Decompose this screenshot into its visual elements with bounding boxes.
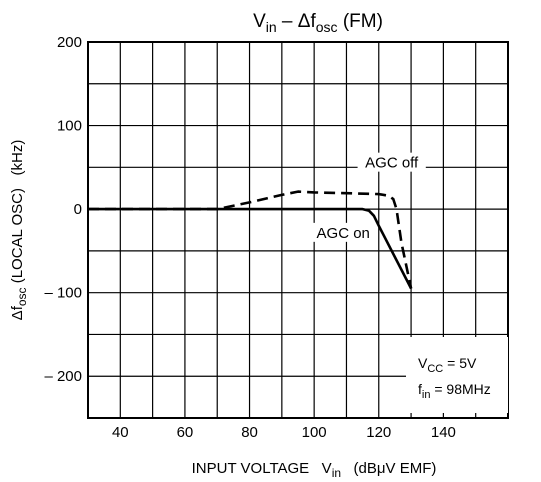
- xlabel-suffix: (dBμV EMF): [341, 460, 436, 477]
- xlabel-sub: in: [332, 466, 341, 480]
- vcc-sub: CC: [427, 363, 443, 375]
- annotation-label: AGC on: [317, 225, 370, 242]
- x-tick-label: 140: [431, 424, 456, 441]
- annotations: AGC off AGC on: [313, 152, 426, 242]
- plot-frame: [87, 41, 509, 419]
- y-tick-labels: 200 100 0 – 100 – 200: [44, 34, 82, 385]
- y-tick-label: 100: [57, 118, 82, 135]
- vcc-prefix: V: [418, 355, 428, 371]
- y-tick-label: – 200: [44, 368, 82, 385]
- title-main-sub: in: [266, 19, 277, 35]
- annotation-background: [357, 152, 426, 172]
- ylabel-prefix: Δf: [9, 305, 26, 320]
- x-tick-labels: 40 60 80 100 120 140: [112, 424, 456, 441]
- annotation-background: [313, 222, 374, 242]
- conditions-box-frame: [406, 337, 508, 413]
- vcc-value: = 5V: [443, 355, 477, 371]
- y-tick-label: 200: [57, 34, 82, 51]
- title-mid: – Δf: [277, 11, 317, 32]
- x-tick-label: 60: [177, 424, 194, 441]
- fin-sub: in: [422, 389, 431, 401]
- series-group: [88, 190, 413, 290]
- title-main: V: [253, 11, 266, 32]
- title-mid-sub: osc: [316, 19, 338, 35]
- y-tick-label: 0: [74, 201, 82, 218]
- ylabel-suffix: (LOCAL OSC) (kHz): [9, 140, 26, 288]
- chart-title: Vin – Δfosc (FM): [253, 11, 383, 35]
- conditions-box: VCC = 5V fin = 98MHz: [406, 337, 508, 413]
- xlabel-prefix: INPUT VOLTAGE V: [192, 460, 332, 477]
- fin-value: = 98MHz: [430, 381, 490, 397]
- fin-condition: fin = 98MHz: [418, 381, 491, 401]
- title-tail: (FM): [338, 11, 383, 32]
- vcc-condition: VCC = 5V: [418, 355, 477, 375]
- x-tick-label: 80: [241, 424, 258, 441]
- annotation-label: AGC off: [365, 155, 419, 172]
- ylabel-sub: osc: [15, 287, 29, 306]
- series-line-agc-off: [88, 190, 413, 289]
- x-axis-label: INPUT VOLTAGE Vin (dBμV EMF): [192, 460, 437, 480]
- y-tick-label: – 100: [44, 285, 82, 302]
- x-tick-label: 100: [302, 424, 327, 441]
- series-line-agc-on: [88, 207, 413, 290]
- fin-prefix: f: [418, 381, 422, 397]
- x-tick-label: 120: [366, 424, 391, 441]
- x-tick-label: 40: [112, 424, 129, 441]
- y-axis-label: Δfosc (LOCAL OSC) (kHz): [9, 140, 29, 321]
